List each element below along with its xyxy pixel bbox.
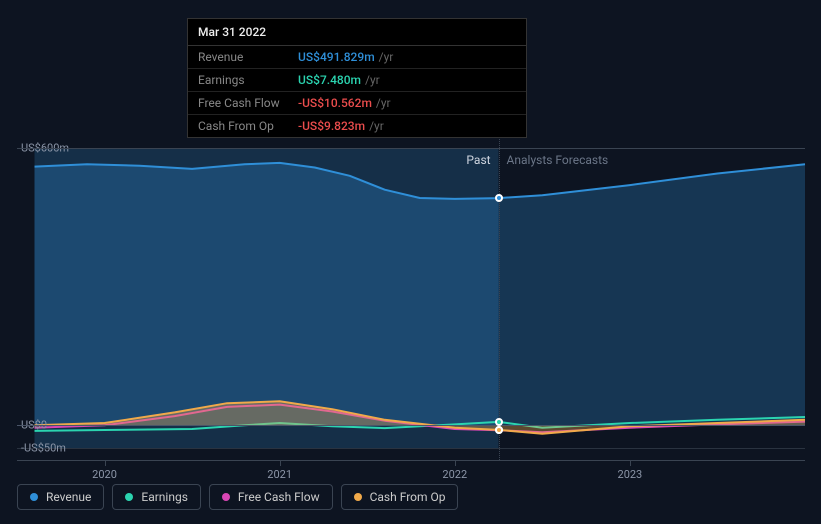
- tooltip-row: Free Cash Flow-US$10.562m/yr: [188, 92, 526, 115]
- tooltip-key: Earnings: [198, 73, 298, 87]
- x-axis: [17, 460, 805, 461]
- legend-item-revenue[interactable]: Revenue: [17, 484, 104, 510]
- chart-area[interactable]: US$600mUS$0-US$50m2020202120222023PastAn…: [17, 125, 805, 460]
- legend-dot-icon: [222, 493, 230, 501]
- tooltip-unit: /yr: [379, 50, 394, 64]
- tooltip-key: Free Cash Flow: [198, 96, 298, 110]
- forecast-region-label: Analysts Forecasts: [507, 153, 609, 167]
- y-axis-label: -US$50m: [21, 442, 70, 455]
- series-marker-revenue: [495, 194, 503, 202]
- tooltip-value: US$7.480m: [298, 73, 361, 87]
- chart-svg: [17, 125, 805, 460]
- tooltip-key: Cash From Op: [198, 119, 298, 133]
- legend-item-earnings[interactable]: Earnings: [112, 484, 201, 510]
- legend-dot-icon: [30, 493, 38, 501]
- tooltip-value: -US$9.823m: [298, 119, 365, 133]
- x-axis-label: 2020: [92, 460, 117, 481]
- legend-label: Earnings: [141, 490, 188, 504]
- x-axis-label: 2021: [267, 460, 292, 481]
- series-marker-earnings: [495, 418, 503, 426]
- legend-label: Revenue: [46, 490, 91, 504]
- legend-item-cash-from-op[interactable]: Cash From Op: [341, 484, 459, 510]
- legend-dot-icon: [354, 493, 362, 501]
- legend-dot-icon: [125, 493, 133, 501]
- tooltip-row: Cash From Op-US$9.823m/yr: [188, 115, 526, 137]
- tooltip-unit: /yr: [365, 73, 380, 87]
- tooltip-row: RevenueUS$491.829m/yr: [188, 46, 526, 69]
- x-axis-label: 2022: [442, 460, 467, 481]
- x-axis-label: 2023: [618, 460, 643, 481]
- gridline: [17, 448, 805, 449]
- chart-tooltip: Mar 31 2022 RevenueUS$491.829m/yrEarning…: [187, 18, 527, 138]
- past-forecast-divider: [499, 125, 501, 460]
- tooltip-date: Mar 31 2022: [188, 19, 526, 46]
- tooltip-unit: /yr: [369, 119, 384, 133]
- tooltip-key: Revenue: [198, 50, 298, 64]
- series-marker-cfo: [495, 426, 503, 434]
- legend-label: Free Cash Flow: [238, 490, 320, 504]
- legend-label: Cash From Op: [370, 490, 446, 504]
- chart-legend: Revenue Earnings Free Cash Flow Cash From O…: [17, 484, 458, 510]
- past-region-label: Past: [466, 153, 490, 167]
- legend-item-free-cash-flow[interactable]: Free Cash Flow: [209, 484, 333, 510]
- tooltip-unit: /yr: [376, 96, 391, 110]
- tooltip-row: EarningsUS$7.480m/yr: [188, 69, 526, 92]
- tooltip-value: -US$10.562m: [298, 96, 372, 110]
- tooltip-value: US$491.829m: [298, 50, 375, 64]
